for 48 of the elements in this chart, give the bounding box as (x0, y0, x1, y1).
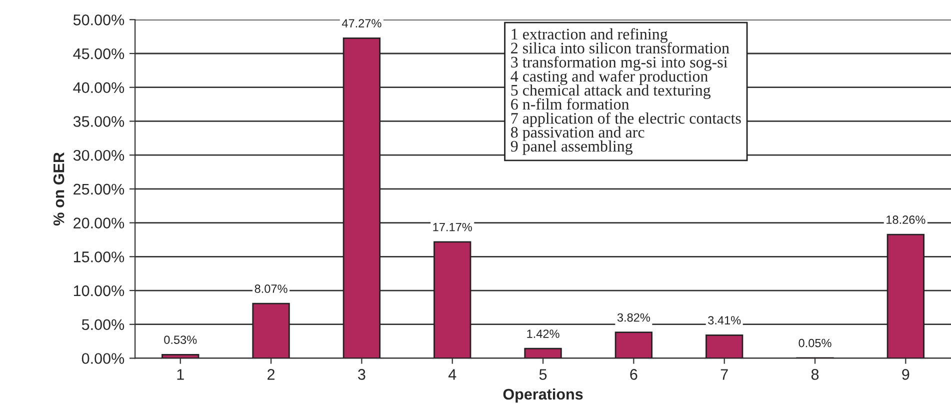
x-axis-title: Operations (503, 388, 583, 403)
data-label: 0.05% (798, 338, 832, 348)
annotation: 5 chemical attack and texturing (511, 84, 711, 99)
x-tick-label: 7 (720, 369, 728, 380)
data-label: 17.17% (433, 222, 472, 232)
x-tick-label: 5 (539, 369, 547, 380)
bar (614, 332, 653, 358)
y-tick-label: 0.00% (82, 353, 124, 364)
bar (162, 354, 200, 358)
y-tick-label: 5.00% (82, 319, 124, 330)
x-tick-label: 9 (902, 369, 910, 380)
data-label: 3.82% (617, 313, 650, 322)
y-tick-label: 30.00% (73, 150, 124, 161)
annotation: 7 application of the electric contacts (511, 112, 741, 127)
x-tick-label: 6 (630, 369, 638, 380)
bar (706, 334, 744, 358)
x-tick-label: 4 (448, 369, 456, 380)
bar (252, 302, 290, 358)
bar (434, 241, 472, 358)
y-axis-title: % on GER (53, 152, 64, 226)
annotation: 8 passivation and arc (510, 126, 644, 141)
data-label: 0.53% (164, 336, 197, 344)
y-tick-label: 45.00% (73, 48, 124, 60)
y-tick-label: 35.00% (73, 116, 124, 127)
annotation: 6 n-film formation (511, 98, 630, 110)
annotation: 9 panel assembling (510, 140, 633, 155)
y-tick-label: 10.00% (74, 285, 124, 296)
annotation: 2 silica into silicon transformation (511, 42, 730, 54)
y-tick-label: 25.00% (74, 184, 124, 195)
bar (886, 234, 924, 358)
data-label: 18.26% (886, 216, 926, 224)
x-tick-label: 8 (811, 369, 819, 380)
data-label: 1.42% (527, 330, 560, 338)
bar (342, 37, 381, 358)
bar (524, 348, 562, 358)
x-tick-label: 3 (358, 369, 366, 380)
annotation: 1 extraction and refining (512, 28, 668, 43)
x-tick-label: 2 (268, 369, 275, 380)
y-tick-label: 50.00% (73, 14, 124, 26)
annotation: 3 transformation mg-si into sog-si (511, 56, 728, 71)
x-tick-label: 1 (177, 369, 184, 380)
data-label: 3.41% (708, 316, 741, 324)
y-tick-label: 15.00% (74, 252, 124, 262)
y-tick-label: 20.00% (74, 218, 124, 228)
data-label: 8.07% (254, 284, 288, 293)
y-tick-label: 40.00% (73, 82, 124, 94)
data-label: 47.27% (342, 19, 382, 28)
annotation: 4 casting and wafer production (510, 70, 708, 85)
